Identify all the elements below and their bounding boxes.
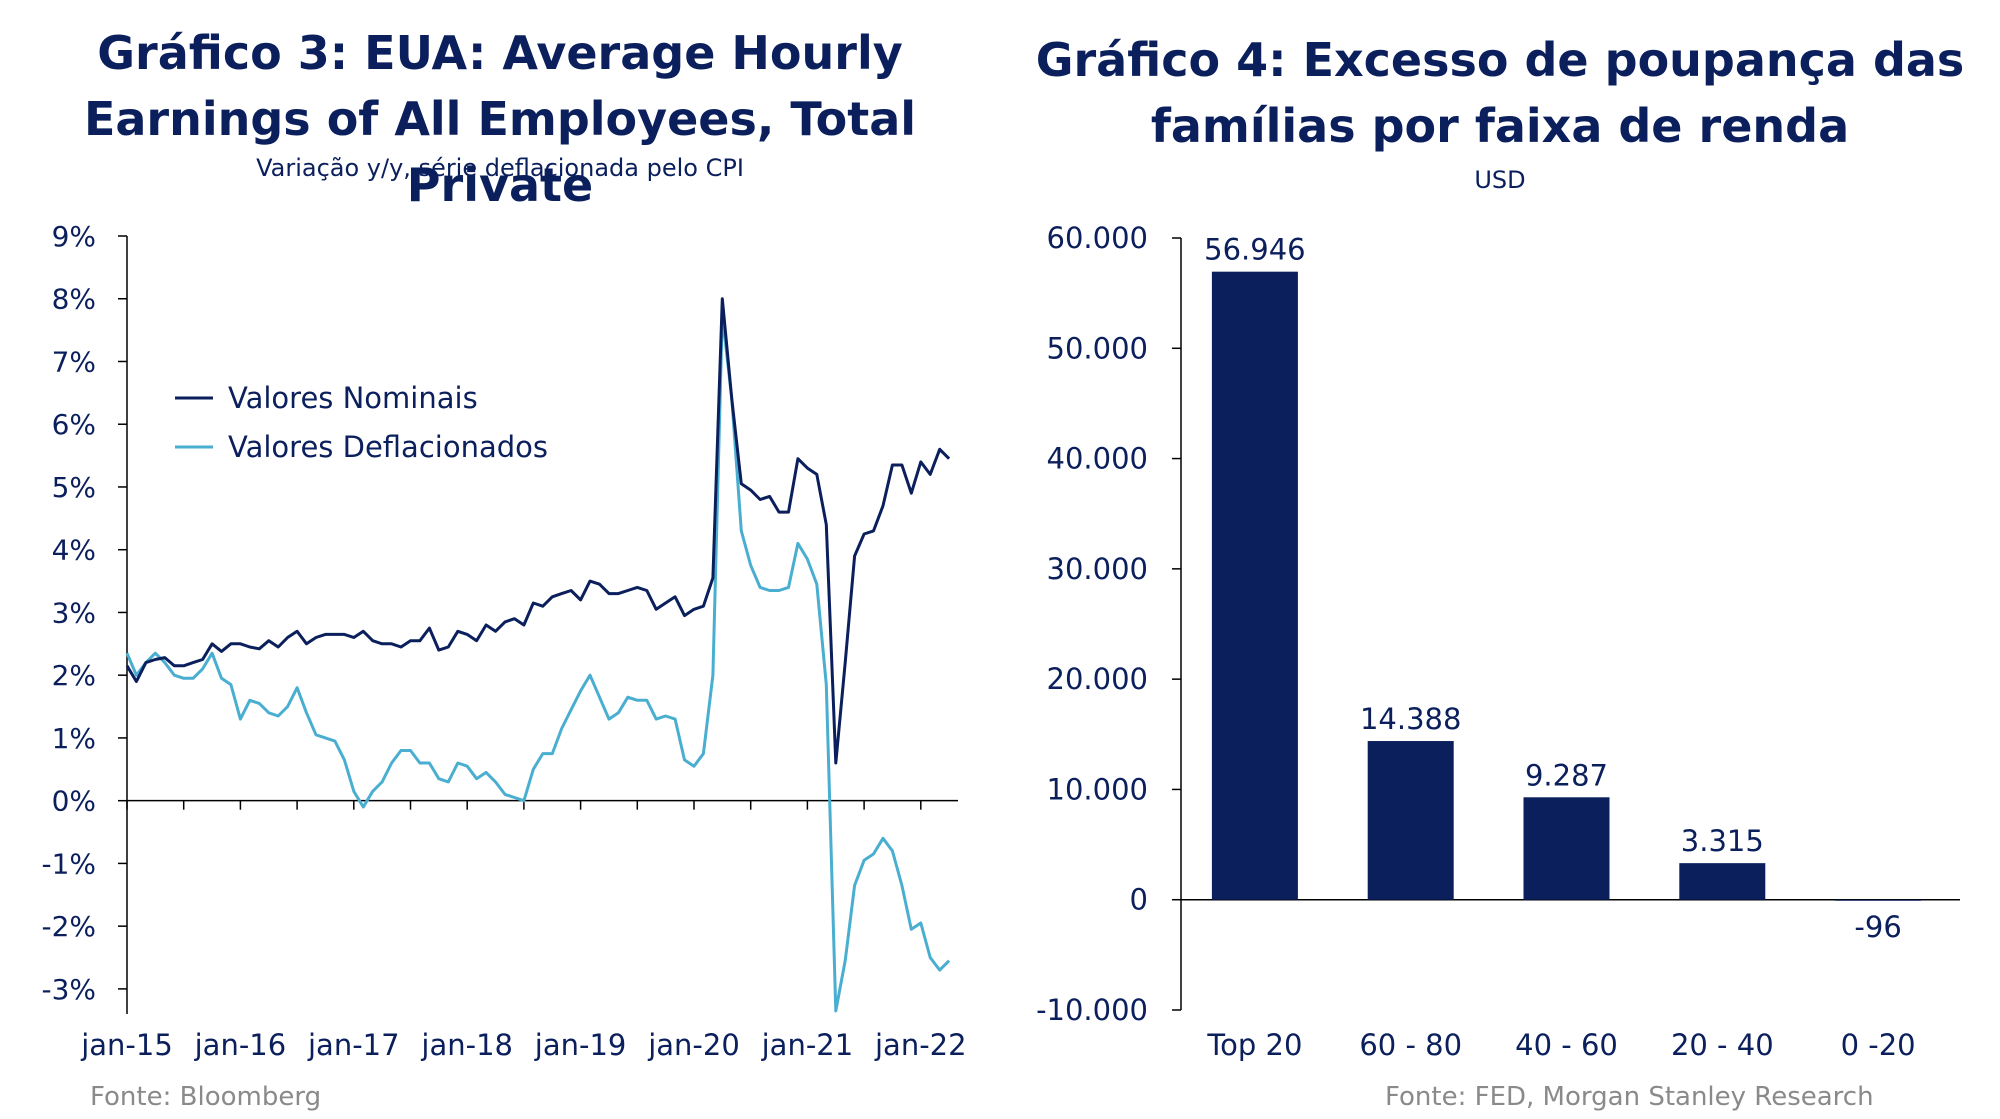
bar xyxy=(1835,899,1922,901)
bar-chart: 60.000 50.000 40.000 30.000 20.000 10.000 0 -10… xyxy=(1036,221,1960,1062)
x-tick-label: Top 20 xyxy=(1206,1028,1302,1062)
left-chart-panel: Gráfico 3: EUA: Average Hourly Earnings … xyxy=(0,20,1000,1112)
y-tick-label: 6% xyxy=(52,408,96,441)
left-chart-title-line2: Earnings of All Employees, Total Private xyxy=(83,92,917,212)
x-tick-label: jan-21 xyxy=(761,1028,854,1062)
right-chart-title: Gráfico 4: Excesso de poupança das famíl… xyxy=(1000,27,2000,159)
y-tick-label: 60.000 xyxy=(1047,221,1148,255)
x-tick-label: jan-18 xyxy=(420,1028,513,1062)
y-tick-label: -1% xyxy=(41,847,96,880)
y-tick-label: 4% xyxy=(52,534,96,567)
y-tick-label: 50.000 xyxy=(1047,331,1148,365)
x-tick-label: jan-19 xyxy=(534,1028,627,1062)
y-tick-label: 8% xyxy=(52,283,96,316)
left-chart-title-line1: Gráfico 3: EUA: Average Hourly xyxy=(97,26,903,80)
x-tick-label: jan-22 xyxy=(874,1028,967,1062)
data-label: 9.287 xyxy=(1525,758,1608,792)
data-label: 56.946 xyxy=(1204,233,1305,267)
right-chart-title-line1: Gráfico 4: Excesso de poupança das xyxy=(1035,33,1965,87)
bar xyxy=(1679,863,1766,900)
x-tick-label: jan-16 xyxy=(194,1028,287,1062)
y-tick-label: 7% xyxy=(52,345,96,378)
y-tick-label: 1% xyxy=(52,722,96,755)
data-label: 14.388 xyxy=(1360,702,1461,736)
line-chart: 9% 8% 7% 6% 5% 4% 3% 2% 1% 0% -1% -2% -3% jan-15 jan-1… xyxy=(41,220,967,1062)
x-tick-label: 0 -20 xyxy=(1841,1028,1916,1062)
x-tick-label: jan-17 xyxy=(307,1028,400,1062)
x-tick-label: 60 - 80 xyxy=(1359,1028,1462,1062)
y-tick-label: 20.000 xyxy=(1047,662,1148,696)
legend-label: Valores Nominais xyxy=(228,381,478,415)
bar xyxy=(1367,741,1454,900)
series-line-deflated xyxy=(125,312,951,1013)
y-tick-label: 10.000 xyxy=(1047,772,1148,806)
data-label: 3.315 xyxy=(1681,824,1764,858)
left-chart-source: Fonte: Bloomberg xyxy=(90,1082,322,1112)
right-chart-title-line2: famílias por faixa de renda xyxy=(1150,99,1850,153)
y-tick-label: -10.000 xyxy=(1036,993,1148,1027)
data-label: -96 xyxy=(1854,910,1901,944)
bar xyxy=(1523,797,1610,900)
y-tick-label: 3% xyxy=(52,596,96,629)
series-line-nominal xyxy=(125,297,951,765)
y-tick-label: 0% xyxy=(52,785,96,818)
legend-label: Valores Deflacionados xyxy=(228,430,548,464)
x-tick-label: 20 - 40 xyxy=(1671,1028,1774,1062)
left-chart-subtitle: Variação y/y, série deflacionada pelo CP… xyxy=(256,154,744,182)
right-chart-subtitle: USD xyxy=(1474,166,1526,194)
right-chart-source: Fonte: FED, Morgan Stanley Research xyxy=(1385,1082,1874,1112)
x-tick-label: jan-20 xyxy=(647,1028,740,1062)
left-chart-title: Gráfico 3: EUA: Average Hourly Earnings … xyxy=(0,20,1000,218)
y-tick-label: 9% xyxy=(52,220,96,253)
y-tick-label: 2% xyxy=(52,659,96,692)
y-tick-label: 30.000 xyxy=(1047,552,1148,586)
x-tick-label: 40 - 60 xyxy=(1515,1028,1618,1062)
y-tick-label: 40.000 xyxy=(1047,442,1148,476)
y-tick-label: -3% xyxy=(41,973,96,1006)
bar xyxy=(1211,271,1298,900)
y-tick-label: 5% xyxy=(52,471,96,504)
y-tick-label: -2% xyxy=(41,910,96,943)
y-tick-label: 0 xyxy=(1130,883,1148,917)
right-chart-panel: Gráfico 4: Excesso de poupança das famíl… xyxy=(1000,0,2000,1119)
x-tick-label: jan-15 xyxy=(80,1028,173,1062)
